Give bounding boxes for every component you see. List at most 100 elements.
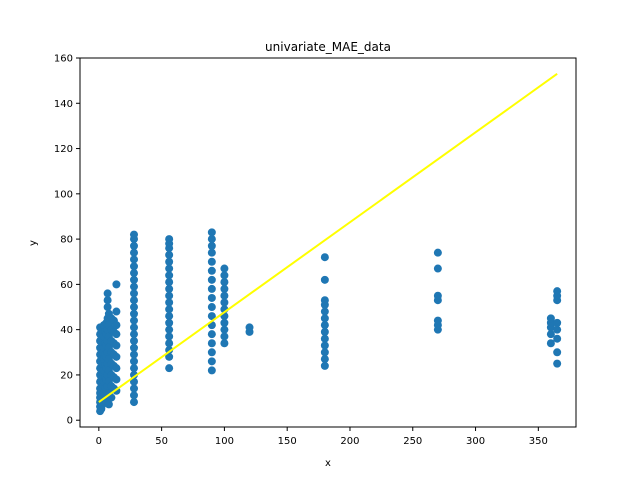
data-point	[320, 348, 329, 357]
chart-title: univariate_MAE_data	[265, 40, 391, 54]
data-point	[433, 316, 442, 325]
data-point	[129, 309, 138, 318]
y-axis-title: y	[28, 240, 39, 246]
data-point	[129, 377, 138, 386]
data-point	[165, 271, 174, 280]
data-point	[245, 323, 254, 332]
data-point	[553, 325, 562, 334]
data-point	[320, 341, 329, 350]
data-point	[129, 262, 138, 271]
data-point	[320, 307, 329, 316]
data-point	[207, 312, 216, 321]
data-point	[165, 235, 174, 244]
data-point	[112, 375, 121, 384]
data-point	[104, 400, 113, 409]
data-point	[165, 352, 174, 361]
data-point	[112, 321, 121, 330]
data-point	[207, 235, 216, 244]
data-point	[165, 312, 174, 321]
data-point	[320, 361, 329, 370]
data-point	[129, 248, 138, 257]
data-point	[207, 339, 216, 348]
y-tick-label: 120	[54, 144, 73, 155]
data-point	[129, 275, 138, 284]
data-point	[129, 323, 138, 332]
data-point	[165, 339, 174, 348]
data-point	[129, 296, 138, 305]
data-point	[129, 357, 138, 366]
data-point	[320, 253, 329, 262]
data-point	[165, 291, 174, 300]
x-tick-label: 200	[340, 436, 359, 447]
data-point	[220, 291, 229, 300]
data-point	[129, 370, 138, 379]
data-point	[129, 230, 138, 239]
x-tick-label: 300	[466, 436, 485, 447]
data-point	[546, 339, 555, 348]
data-point	[553, 334, 562, 343]
data-point	[112, 352, 121, 361]
data-point	[220, 278, 229, 287]
data-point	[220, 271, 229, 280]
x-tick-label: 100	[215, 436, 234, 447]
data-point	[220, 284, 229, 293]
data-point	[207, 241, 216, 250]
data-point	[320, 355, 329, 364]
x-tick-label: 50	[155, 436, 168, 447]
data-point	[129, 343, 138, 352]
data-point	[207, 284, 216, 293]
data-point	[129, 289, 138, 298]
data-point	[165, 298, 174, 307]
data-point	[129, 336, 138, 345]
data-point	[165, 250, 174, 259]
plot-line	[98, 73, 558, 403]
data-point	[103, 296, 112, 305]
data-point	[207, 366, 216, 375]
data-point	[207, 275, 216, 284]
x-tick-label: 350	[529, 436, 548, 447]
x-axis-title: x	[325, 458, 331, 469]
plot-frame	[79, 57, 577, 428]
y-tick-label: 60	[60, 280, 73, 291]
data-point	[112, 330, 121, 339]
data-point	[207, 266, 216, 275]
y-tick-label: 20	[60, 370, 73, 381]
data-point	[129, 303, 138, 312]
data-point	[112, 341, 121, 350]
data-point	[103, 303, 112, 312]
data-point	[165, 284, 174, 293]
data-point	[129, 398, 138, 407]
data-point	[207, 248, 216, 257]
data-point	[112, 280, 121, 289]
data-point	[207, 303, 216, 312]
data-point	[129, 255, 138, 264]
data-point	[129, 391, 138, 400]
data-point	[220, 332, 229, 341]
y-tick-label: 80	[60, 235, 73, 246]
data-point	[165, 325, 174, 334]
data-point	[165, 278, 174, 287]
y-axis-ticks: 0 20 40 60 80 100 120 140 160	[54, 54, 80, 427]
data-point	[220, 325, 229, 334]
x-tick-label: 0	[96, 436, 102, 447]
data-point	[165, 364, 174, 373]
data-point	[320, 334, 329, 343]
data-point	[320, 327, 329, 336]
data-point	[129, 364, 138, 373]
y-tick-label: 140	[54, 99, 73, 110]
data-point	[220, 298, 229, 307]
data-point	[129, 282, 138, 291]
y-tick-label: 160	[54, 54, 73, 65]
data-point	[553, 359, 562, 368]
data-point	[165, 264, 174, 273]
data-point	[165, 318, 174, 327]
data-point	[553, 287, 562, 296]
data-point	[220, 264, 229, 273]
fit-line	[98, 73, 558, 403]
data-point	[165, 257, 174, 266]
data-point	[433, 264, 442, 273]
data-point	[553, 348, 562, 357]
data-point	[207, 293, 216, 302]
x-tick-label: 150	[278, 436, 297, 447]
